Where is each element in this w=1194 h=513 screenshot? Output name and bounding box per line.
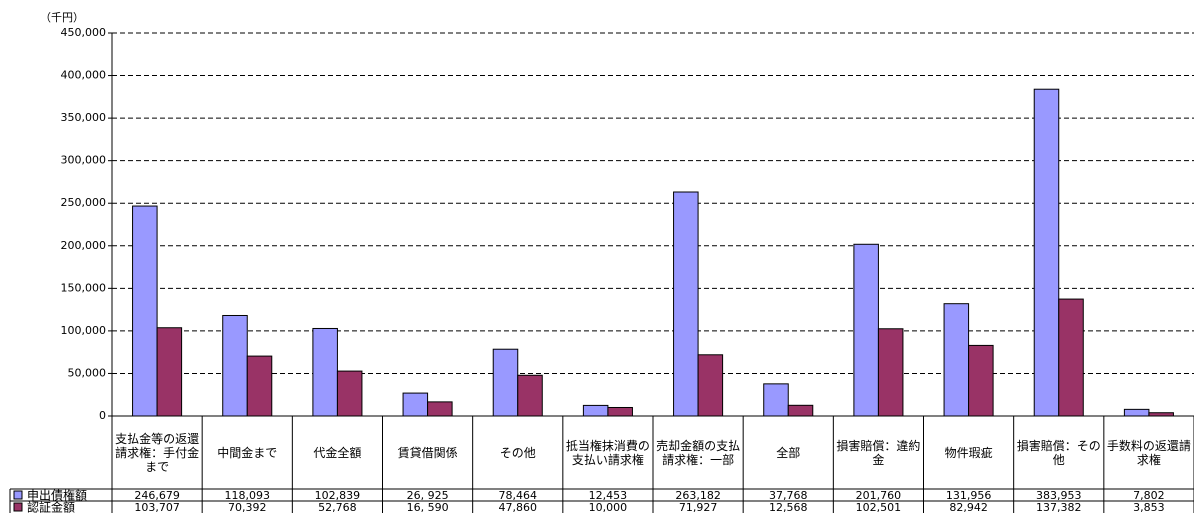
value-label: 10,000 [589,501,628,513]
category-cell: 手数料の返還請求権 [1106,438,1191,467]
bar [697,354,724,417]
bar [787,404,814,417]
category-cell: 損害賠償：その他 [1016,438,1101,467]
x-tick-label: 代金全額 [313,445,362,460]
bar [1033,88,1060,417]
legend-label: 認証金額 [27,500,75,513]
value-label: 16, 590 [407,501,449,513]
category-cell: 支払金等の返還請求権：手付金まで [115,431,200,474]
category-cell: 損害賠償：違約金 [836,438,921,467]
category-cell: 売却金額の支払請求権：一部 [656,438,741,467]
x-tick-label: 損害賠償：違約金 [836,438,921,467]
bar [877,328,904,417]
bar [673,191,699,417]
value-label: 263,182 [675,489,721,502]
x-tick-label: 中間金まで [217,445,278,460]
y-tick-label: 100,000 [61,324,107,337]
category-cell: 全部 [776,445,801,460]
legend-swatch [13,502,23,512]
y-tick-label: 150,000 [61,281,107,294]
bar [492,348,519,417]
value-label: 3,853 [1133,501,1165,513]
category-cell: 代金全額 [313,445,362,460]
category-cell: 抵当権抹消費の支払い請求権 [565,438,650,467]
category-cell: 中間金まで [217,445,278,460]
x-tick-label: 支払金等の返還請求権：手付金まで [115,431,200,474]
x-tick-label: 全部 [776,445,801,460]
bar [763,383,789,417]
value-label: 102,501 [856,501,902,513]
x-tick-label: 抵当権抹消費の支払い請求権 [565,438,650,467]
bar [132,205,158,417]
value-label: 70,392 [228,501,267,513]
value-label: 52,768 [318,501,357,513]
y-tick-label: 50,000 [68,366,107,379]
y-tick-label: 450,000 [61,26,107,39]
value-label: 12,568 [769,501,808,513]
bar [853,243,879,417]
legend-swatch [13,490,23,500]
x-tick-label: 損害賠償：その他 [1016,438,1101,467]
bar [336,370,363,417]
value-label: 103,707 [134,501,180,513]
y-tick-label: 400,000 [61,69,107,82]
value-label: 131,956 [946,489,992,502]
value-label: 71,927 [679,501,718,513]
value-label: 102,839 [315,489,361,502]
bar [222,314,248,417]
bar [517,374,543,417]
x-tick-label: 物件瑕疵 [944,445,993,460]
value-label: 82,942 [949,501,988,513]
y-axis-label: （千円） [40,11,84,24]
bar [607,406,633,417]
value-label: 12,453 [589,489,628,502]
y-tick-label: 350,000 [61,111,107,124]
x-tick-label: その他 [499,445,536,460]
bar [1123,408,1150,417]
value-label: 383,953 [1036,489,1082,502]
x-tick-label: 賃貸借関係 [397,445,458,460]
value-label: 7,802 [1133,489,1165,502]
value-label: 118,093 [225,489,271,502]
value-label: 47,860 [499,501,538,513]
y-tick-label: 200,000 [61,239,107,252]
category-cell: その他 [499,445,536,460]
bar [402,392,429,417]
category-cell: 賃貸借関係 [397,445,458,460]
bar [156,327,183,417]
bar [582,404,609,417]
bar [246,355,273,417]
value-label: 37,768 [769,489,808,502]
category-cell: 物件瑕疵 [944,445,993,460]
bar [427,401,453,417]
bar [1058,298,1084,417]
y-tick-label: 300,000 [61,154,107,167]
x-tick-label: 売却金額の支払請求権：一部 [656,438,741,467]
bar [312,327,338,417]
value-label: 78,464 [499,489,538,502]
bar [943,303,970,417]
value-label: 201,760 [856,489,902,502]
x-tick-label: 手数料の返還請求権 [1106,438,1191,467]
bar [968,344,994,417]
value-label: 246,679 [134,489,180,502]
y-tick-label: 250,000 [61,196,107,209]
y-tick-label: 0 [99,409,106,422]
value-label: 137,382 [1036,501,1082,513]
legend-label: 申出債権額 [27,488,87,503]
value-label: 26, 925 [407,489,449,502]
